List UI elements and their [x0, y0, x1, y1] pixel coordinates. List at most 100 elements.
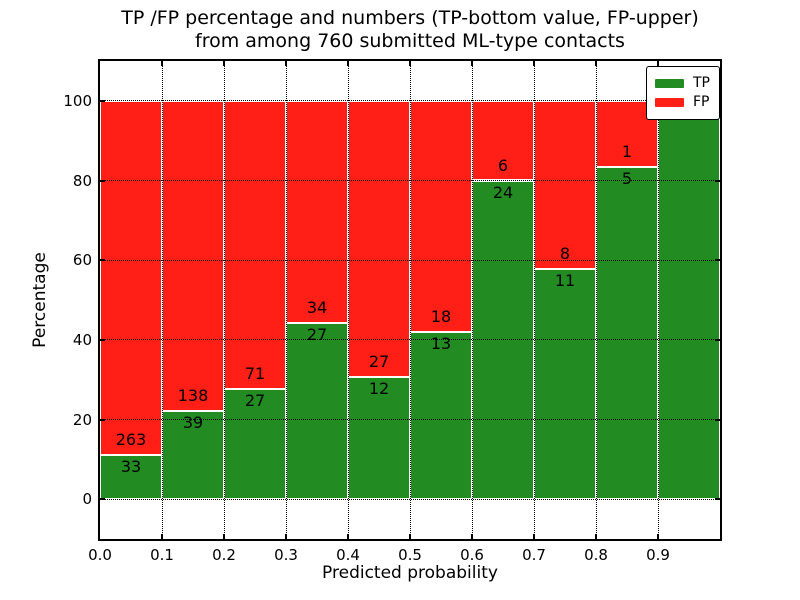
bar-fp-count-label: 18	[430, 307, 452, 327]
y-tick-mark-right	[715, 259, 720, 262]
y-tick-mark-left	[100, 338, 105, 341]
bar-fp-count-label: 138	[177, 386, 209, 406]
legend-swatch-tp-icon	[655, 78, 684, 88]
x-axis-label: Predicted probability	[322, 563, 498, 583]
bar-fp-count-label: 34	[306, 297, 328, 317]
bar-tp-count-label: 13	[430, 334, 452, 354]
chart-title-line2: from among 760 submitted ML-type contact…	[195, 30, 625, 52]
y-tick-label: 0	[82, 490, 92, 509]
bar-tp-segment	[224, 389, 286, 500]
x-tick-label: 0.0	[88, 546, 112, 564]
x-tick-mark-top	[223, 61, 225, 66]
bar-tp-count-label: 27	[244, 391, 266, 411]
x-tick-label: 0.7	[522, 546, 546, 564]
bar-tp-segment	[410, 332, 472, 500]
y-tick-mark-right	[715, 179, 720, 182]
bar-tp-segment	[100, 454, 162, 500]
x-tick-mark-top	[409, 61, 411, 66]
x-tick-mark-bottom	[161, 534, 163, 539]
x-tick-mark-bottom	[595, 534, 597, 539]
bar-tp-count-label: 39	[182, 413, 204, 433]
bar-fp-count-label: 1	[621, 142, 633, 162]
y-tick-mark-left	[100, 259, 105, 262]
x-tick-mark-top	[471, 61, 473, 66]
y-tick-mark-left	[100, 418, 105, 421]
y-tick-label: 80	[72, 171, 92, 190]
y-tick-label: 20	[72, 410, 92, 429]
x-tick-mark-bottom	[409, 534, 411, 539]
gridline-vertical	[409, 61, 411, 539]
x-tick-label: 0.3	[274, 546, 298, 564]
x-tick-label: 0.1	[150, 546, 174, 564]
x-tick-mark-bottom	[223, 534, 225, 539]
bar-fp-count-label: 263	[115, 429, 147, 449]
y-tick-mark-right	[715, 418, 720, 421]
bar-tp-segment	[348, 376, 410, 500]
gridline-vertical	[657, 61, 659, 539]
bar-fp-count-label: 71	[244, 364, 266, 384]
x-tick-label: 0.8	[584, 546, 608, 564]
bar-tp-count-label: 27	[306, 324, 328, 344]
legend-entry-fp: FP	[655, 94, 711, 110]
legend: TP FP	[646, 66, 720, 120]
bar-tp-segment	[534, 268, 596, 500]
x-tick-mark-bottom	[471, 534, 473, 539]
bar-fp-segment	[162, 100, 224, 412]
x-tick-mark-top	[285, 61, 287, 66]
bar-fp-count-label: 8	[559, 243, 571, 263]
x-tick-label: 0.4	[336, 546, 360, 564]
x-tick-mark-top	[347, 61, 349, 66]
bar-tp-count-label: 12	[368, 378, 390, 398]
y-tick-mark-right	[715, 498, 720, 501]
gridline-vertical	[595, 61, 597, 539]
gridline-vertical	[285, 61, 287, 539]
bar-fp-count-label: 6	[497, 155, 509, 175]
x-tick-mark-top	[533, 61, 535, 66]
bar-fp-segment	[348, 100, 410, 377]
bar-tp-count-label: 5	[621, 169, 633, 189]
x-tick-mark-bottom	[347, 534, 349, 539]
x-tick-mark-top	[161, 61, 163, 66]
x-tick-mark-bottom	[285, 534, 287, 539]
x-tick-mark-bottom	[657, 534, 659, 539]
gridline-vertical	[471, 61, 473, 539]
bar-fp-segment	[100, 100, 162, 455]
x-tick-label: 0.5	[398, 546, 422, 564]
legend-swatch-fp-icon	[655, 97, 684, 107]
bar-tp-count-label: 24	[492, 182, 514, 202]
y-tick-mark-right	[715, 338, 720, 341]
bar-tp-count-label: 11	[554, 270, 576, 290]
gridline-vertical	[223, 61, 225, 539]
y-tick-mark-left	[100, 179, 105, 182]
plot-area: 26333138397127342727121813624811153 TP F…	[100, 61, 720, 539]
x-tick-mark-bottom	[533, 534, 535, 539]
legend-entry-tp: TP	[655, 75, 711, 91]
y-tick-mark-left	[100, 99, 105, 102]
y-tick-mark-left	[100, 498, 105, 501]
bar-fp-segment	[224, 100, 286, 390]
x-tick-label: 0.6	[460, 546, 484, 564]
chart-title: TP /FP percentage and numbers (TP-bottom…	[100, 7, 720, 53]
x-tick-mark-top	[595, 61, 597, 66]
chart-title-line1: TP /FP percentage and numbers (TP-bottom…	[121, 7, 699, 29]
y-tick-label: 100	[63, 91, 92, 110]
y-tick-label: 40	[72, 330, 92, 349]
legend-label-fp: FP	[693, 94, 710, 110]
gridline-vertical	[161, 61, 163, 539]
bar-fp-segment	[410, 100, 472, 333]
x-tick-label: 0.2	[212, 546, 236, 564]
bar-tp-segment	[658, 100, 720, 500]
gridline-vertical	[533, 61, 535, 539]
y-tick-label: 60	[72, 251, 92, 270]
bar-tp-segment	[596, 167, 658, 500]
bar-fp-count-label: 27	[368, 351, 390, 371]
legend-label-tp: TP	[693, 75, 710, 91]
bar-tp-count-label: 33	[120, 456, 142, 476]
bar-fp-segment	[472, 100, 534, 181]
bar-tp-segment	[286, 322, 348, 500]
bar-fp-segment	[286, 100, 348, 323]
x-tick-label: 0.9	[646, 546, 670, 564]
x-tick-mark-top	[657, 61, 659, 66]
gridline-vertical	[347, 61, 349, 539]
